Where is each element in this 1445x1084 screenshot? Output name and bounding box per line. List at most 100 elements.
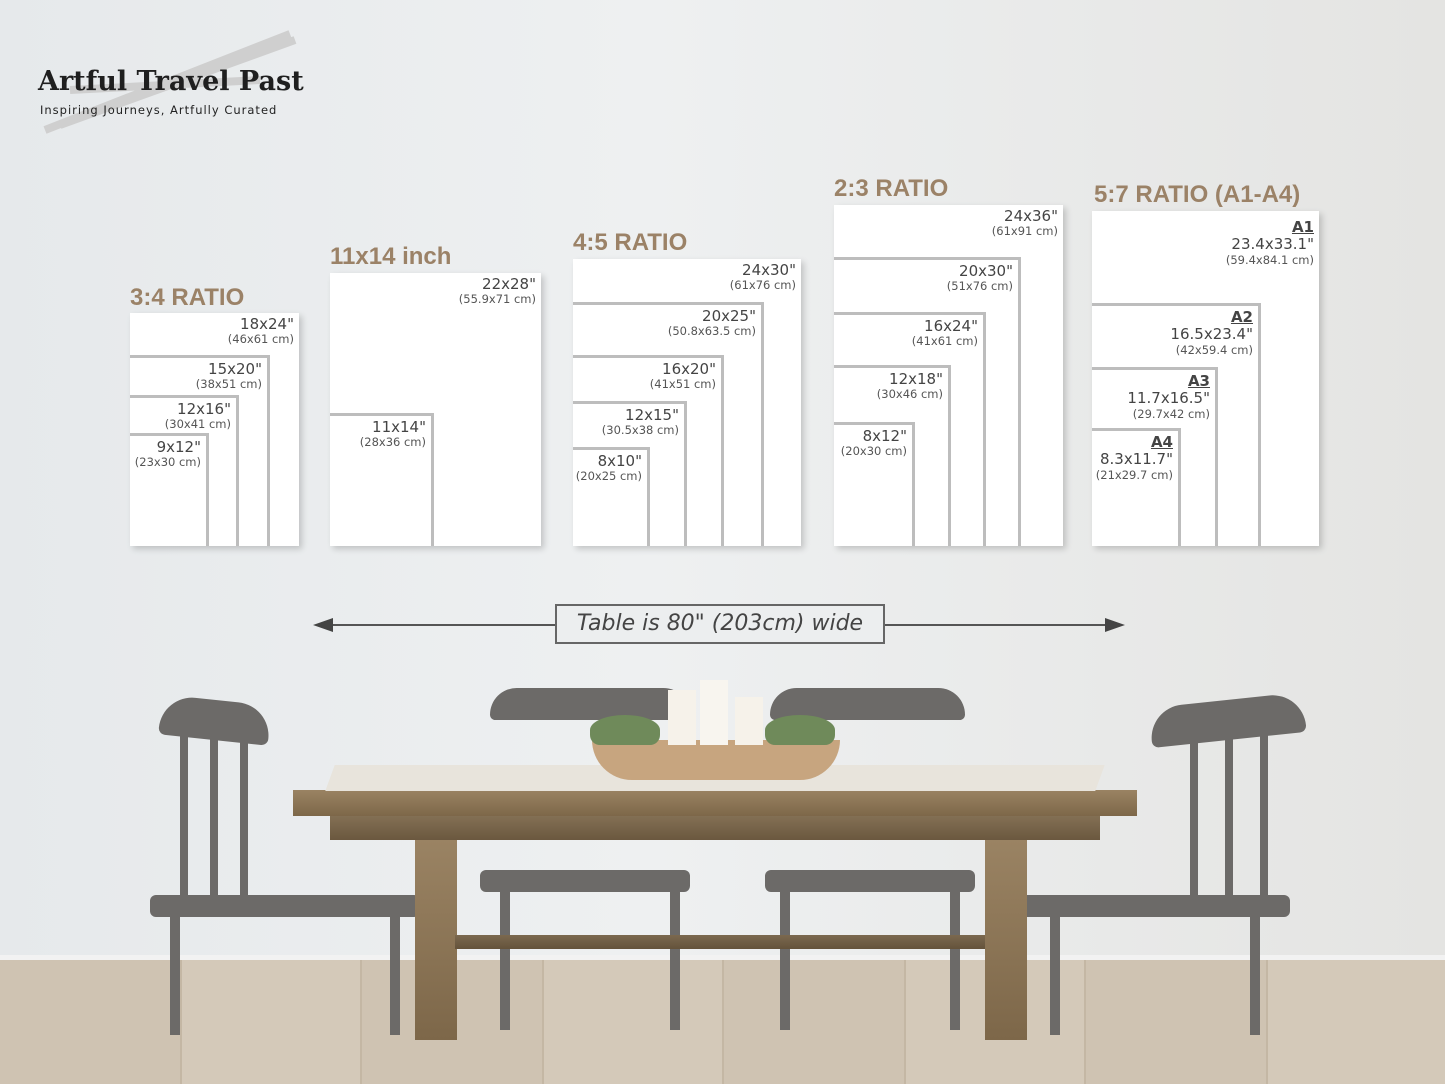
chair-spindle bbox=[1225, 735, 1233, 905]
size-inches: 11x14" bbox=[372, 418, 426, 436]
size-panel-11x14: 22x28" (55.9x71 cm) 11x14" (28x36 cm) bbox=[330, 273, 541, 546]
size-frame: A4 8.3x11.7" (21x29.7 cm) bbox=[1092, 428, 1181, 546]
size-cm: (23x30 cm) bbox=[134, 455, 201, 470]
chair-seat bbox=[480, 870, 690, 892]
size-cm: (59.4x84.1 cm) bbox=[1225, 252, 1314, 267]
size-inches: 24x36" bbox=[1004, 207, 1058, 225]
chair-leg bbox=[1250, 915, 1260, 1035]
size-label: 20x25" (50.8x63.5 cm) bbox=[668, 307, 756, 338]
chair-spindle bbox=[210, 735, 218, 905]
size-label: 11x14" (28x36 cm) bbox=[359, 418, 426, 450]
measure-line-left bbox=[325, 624, 555, 626]
arrow-left-icon bbox=[313, 618, 333, 632]
size-label: 12x16" (30x41 cm) bbox=[165, 400, 231, 431]
table-width-label: Table is 80" (203cm) wide bbox=[555, 604, 885, 644]
size-label: A3 11.7x16.5" (29.7x42 cm) bbox=[1127, 372, 1210, 421]
chair-seat bbox=[765, 870, 975, 892]
logo-tagline: Inspiring Journeys, Artfully Curated bbox=[40, 103, 278, 117]
size-cm: (51x76 cm) bbox=[946, 279, 1013, 294]
table-leg bbox=[985, 840, 1027, 1040]
size-panel-4-5: 24x30" (61x76 cm) 20x25" (50.8x63.5 cm) 16… bbox=[573, 259, 801, 546]
size-cm: (55.9x71 cm) bbox=[458, 292, 536, 307]
size-cm: (41x61 cm) bbox=[911, 334, 978, 349]
size-label: 9x12" (23x30 cm) bbox=[134, 438, 201, 470]
size-inches: 22x28" bbox=[482, 275, 536, 293]
chair-leg bbox=[1050, 915, 1060, 1035]
size-inches: 20x30" bbox=[959, 262, 1013, 280]
size-name: A1 bbox=[1291, 218, 1314, 236]
chair-leg bbox=[500, 890, 510, 1030]
size-inches: 23.4x33.1" bbox=[1231, 235, 1314, 254]
size-frame: 9x12" (23x30 cm) bbox=[130, 433, 209, 546]
panel-title-3-4: 3:4 RATIO bbox=[130, 284, 245, 311]
logo-title: Artful Travel Past bbox=[38, 66, 304, 97]
candle bbox=[668, 690, 696, 745]
size-cm: (28x36 cm) bbox=[359, 435, 426, 450]
chair-spindle bbox=[1190, 735, 1198, 905]
brush-stroke-logo-mark bbox=[43, 30, 297, 134]
size-label: 12x15" (30.5x38 cm) bbox=[601, 406, 679, 438]
size-inches: 16x20" bbox=[662, 360, 716, 378]
size-cm: (46x61 cm) bbox=[227, 332, 294, 347]
size-cm: (30.5x38 cm) bbox=[601, 423, 679, 438]
succulent-plant bbox=[590, 715, 660, 745]
size-label: A4 8.3x11.7" (21x29.7 cm) bbox=[1096, 433, 1173, 482]
size-inches: 9x12" bbox=[156, 438, 201, 456]
size-cm: (38x51 cm) bbox=[195, 377, 262, 392]
chair-spindle bbox=[240, 735, 248, 905]
size-inches: 8x12" bbox=[862, 427, 907, 445]
size-label: 16x20" (41x51 cm) bbox=[650, 360, 716, 391]
baseboard bbox=[0, 955, 1445, 963]
chair-spindle bbox=[180, 735, 188, 905]
succulent-plant bbox=[765, 715, 835, 745]
size-label: 20x30" (51x76 cm) bbox=[946, 262, 1013, 294]
size-label: 24x36" (61x91 cm) bbox=[991, 207, 1058, 239]
panel-title-11x14: 11x14 inch bbox=[330, 243, 452, 270]
size-inches: 16.5x23.4" bbox=[1170, 325, 1253, 344]
size-label: 15x20" (38x51 cm) bbox=[195, 360, 262, 392]
size-inches: 16x24" bbox=[924, 317, 978, 335]
chair-leg bbox=[170, 915, 180, 1035]
panel-title-2-3: 2:3 RATIO bbox=[834, 175, 949, 202]
size-frame: 8x12" (20x30 cm) bbox=[834, 422, 915, 546]
size-panel-2-3: 24x36" (61x91 cm) 20x30" (51x76 cm) 16x24"… bbox=[834, 205, 1063, 546]
size-label: 8x12" (20x30 cm) bbox=[840, 427, 907, 459]
size-inches: 12x16" bbox=[177, 400, 231, 418]
size-label: 8x10" (20x25 cm) bbox=[575, 452, 642, 484]
size-inches: 11.7x16.5" bbox=[1127, 389, 1210, 408]
size-cm: (42x59.4 cm) bbox=[1175, 342, 1253, 357]
size-cm: (29.7x42 cm) bbox=[1132, 406, 1210, 421]
size-label: 18x24" (46x61 cm) bbox=[227, 315, 294, 347]
candle bbox=[700, 680, 728, 745]
size-label: A1 23.4x33.1" (59.4x84.1 cm) bbox=[1225, 218, 1314, 267]
table-leg bbox=[415, 840, 457, 1040]
size-cm: (20x30 cm) bbox=[840, 444, 907, 459]
size-inches: 8.3x11.7" bbox=[1099, 450, 1173, 469]
table-stretcher bbox=[455, 935, 985, 949]
panel-title-4-5: 4:5 RATIO bbox=[573, 229, 688, 256]
size-inches: 12x18" bbox=[889, 370, 943, 388]
chair-leg bbox=[780, 890, 790, 1030]
panel-title-5-7: 5:7 RATIO (A1-A4) bbox=[1094, 181, 1301, 208]
chair-leg bbox=[950, 890, 960, 1030]
size-cm: (61x76 cm) bbox=[729, 278, 796, 293]
wood-floor bbox=[0, 960, 1445, 1084]
chair-leg bbox=[390, 915, 400, 1035]
size-frame: 11x14" (28x36 cm) bbox=[330, 413, 434, 546]
chair-spindle bbox=[1260, 735, 1268, 905]
chair-seat bbox=[150, 895, 420, 917]
size-label: 24x30" (61x76 cm) bbox=[729, 261, 796, 293]
size-inches: 24x30" bbox=[742, 261, 796, 279]
size-name: A4 bbox=[1150, 433, 1173, 451]
chair-seat bbox=[1020, 895, 1290, 917]
size-panel-5-7: A1 23.4x33.1" (59.4x84.1 cm) A2 16.5x23.4"(… bbox=[1092, 211, 1319, 546]
size-inches: 18x24" bbox=[240, 315, 294, 333]
size-label: A2 16.5x23.4" (42x59.4 cm) bbox=[1170, 308, 1253, 357]
size-cm: (61x91 cm) bbox=[991, 224, 1058, 239]
size-inches: 12x15" bbox=[625, 406, 679, 424]
chair-back bbox=[490, 688, 690, 720]
size-cm: (20x25 cm) bbox=[575, 469, 642, 484]
size-inches: 15x20" bbox=[208, 360, 262, 378]
wooden-bowl bbox=[592, 740, 840, 780]
size-label: 22x28" (55.9x71 cm) bbox=[458, 275, 536, 307]
